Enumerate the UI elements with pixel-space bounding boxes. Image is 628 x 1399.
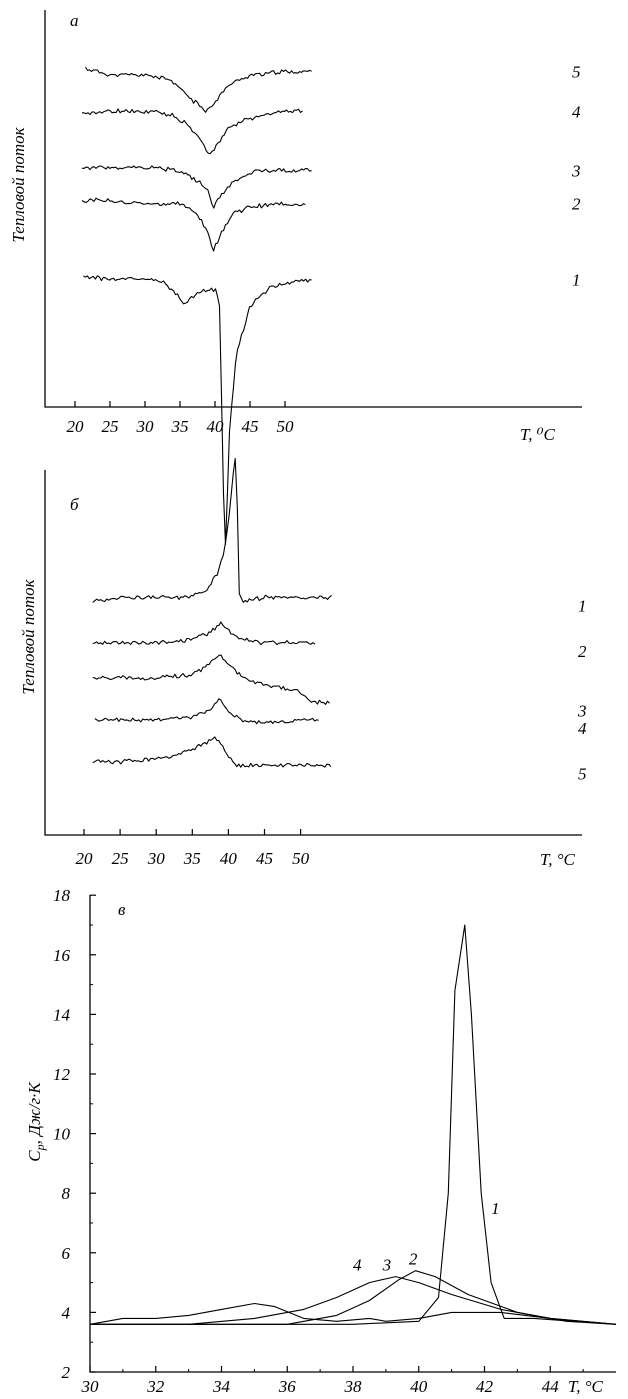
panel-b-xtick-label: 40 [220,849,238,868]
panel-c-ytick-label: 10 [53,1125,71,1144]
panel-a-xtick-label: 45 [242,417,259,436]
panel-c-ytick-label: 14 [53,1005,71,1024]
panel-c-label: в [118,900,126,919]
panel-a-curve-2 [81,197,306,252]
panel-b-curve-3 [92,654,330,705]
panel-c-xtick-label: 36 [278,1377,297,1396]
panel-b-curve-1 [92,457,332,603]
panel-a-curve-5 [85,66,312,113]
panel-c-ytick-label: 4 [62,1303,71,1322]
panel-c-xtick-label: 34 [212,1377,231,1396]
panel-c-ytick-label: 6 [62,1244,71,1263]
panel-c-ytick-label: 12 [53,1065,71,1084]
panel-a-series-label-5: 5 [572,63,581,82]
panel-b-xlabel: T, °C [540,850,575,869]
panel-b-curve-2 [92,621,316,646]
panel-b-xtick-label: 45 [256,849,273,868]
panel-b-xtick-label: 20 [76,849,94,868]
panel-a-curve-3 [81,165,312,209]
panel-a-xtick-label: 35 [171,417,189,436]
panel-c-xtick-label: 42 [476,1377,494,1396]
panel-a-series-label-2: 2 [572,195,581,214]
panel-c-xtick-label: 32 [146,1377,165,1396]
panel-a-series-label-4: 4 [572,102,581,121]
panel-b-curve-5 [92,736,332,768]
panel-a-label: а [70,11,79,30]
panel-c-xtick-label: 44 [542,1377,560,1396]
panel-c-ytick-label: 2 [62,1363,71,1382]
panel-a-curve-1 [83,275,312,546]
panel-b-xtick-label: 30 [147,849,166,868]
panel-c-xlabel: T, °C [568,1377,603,1396]
panel-b-series-label-3: 3 [577,702,587,721]
panel-a-curve-4 [81,108,303,155]
panel-b-axes [44,470,582,836]
panel-c-axes [89,895,616,1373]
panel-b-xtick-label: 35 [183,849,201,868]
panel-a-series-label-3: 3 [571,162,581,181]
panel-c-ylabel-main: C [25,1150,44,1162]
panel-b-series-label-4: 4 [578,719,587,738]
panel-b-label: б [70,495,79,514]
panel-c-ylabel-sub: p [33,1144,47,1151]
panel-c-ylabel: Cp, Дж/г·К [25,1081,47,1162]
panel-b-series-label-1: 1 [578,597,587,616]
panel-c-series-label-4: 4 [353,1256,362,1275]
panel-a-xlabel: T, ⁰C [520,425,556,444]
panel-a-xtick-label: 40 [207,417,225,436]
panel-b-ylabel: Тепловой поток [19,578,38,694]
panel-c-series-label-1: 1 [491,1199,500,1218]
panel-b-xtick-label: 50 [292,849,310,868]
panel-c-xtick-label: 38 [344,1377,363,1396]
panel-c-ytick-label: 18 [53,886,71,905]
panel-a-xtick-label: 50 [277,417,295,436]
panel-c-ylabel-rest: , Дж/г·К [25,1081,44,1145]
panel-a: 20 25 30 35 40 45 50 5 4 3 2 1 а Тепловой поток T,… [9,10,582,546]
panel-a-series-label-1: 1 [572,271,581,290]
panel-b-xtick-label: 25 [112,849,129,868]
panel-b-series-label-2: 2 [578,642,587,661]
panel-c-ytick-label: 16 [53,946,71,965]
panel-c-series-label-2: 2 [409,1250,418,1269]
panel-b-curve-4 [94,698,319,725]
panel-c-xtick-label: 40 [410,1377,428,1396]
panel-a-xtick-label: 25 [102,417,119,436]
panel-a-ylabel: Тепловой поток [9,126,28,242]
panel-c-series-label-3: 3 [382,1256,392,1275]
panel-c-xtick-label: 30 [81,1377,100,1396]
panel-c-curve-4 [89,1302,617,1325]
panel-a-axes [44,10,582,408]
panel-a-xtick-label: 20 [67,417,85,436]
panel-c-curve-3 [90,1276,617,1325]
panel-b-series-label-5: 5 [578,765,587,784]
panel-c-ytick-label: 8 [62,1184,71,1203]
panel-a-xtick-label: 30 [136,417,155,436]
